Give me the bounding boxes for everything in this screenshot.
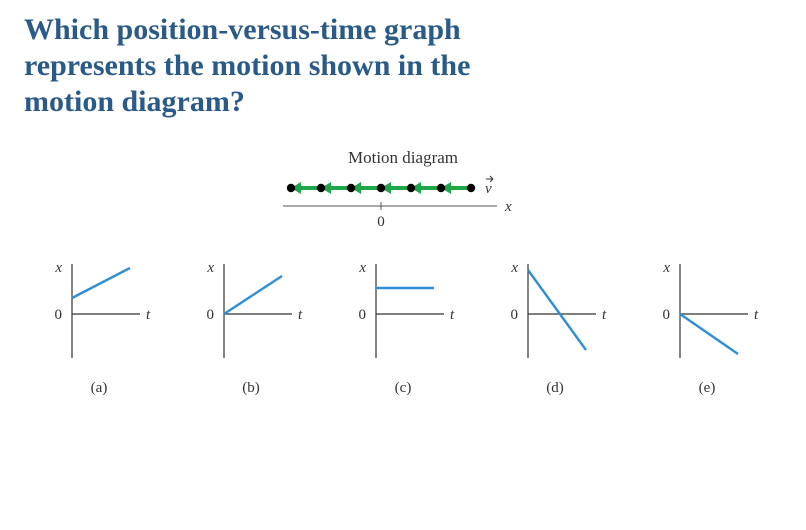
option-c-label: (c) xyxy=(348,380,458,397)
motion-diagram-svg: v 0 x xyxy=(273,174,533,234)
graph-b-svg: 0 x t xyxy=(196,254,306,374)
option-a-label: (a) xyxy=(44,380,154,397)
option-e: 0 x t (e) xyxy=(652,254,762,397)
svg-text:v: v xyxy=(485,181,492,197)
heading-line3: motion diagram? xyxy=(24,84,782,120)
option-b-label: (b) xyxy=(196,380,306,397)
option-a: 0 x t (a) xyxy=(44,254,154,397)
svg-text:x: x xyxy=(54,260,62,276)
svg-text:0: 0 xyxy=(207,307,215,323)
graph-a-svg: 0 x t xyxy=(44,254,154,374)
graph-d-svg: 0 x t xyxy=(500,254,610,374)
svg-text:0: 0 xyxy=(511,307,519,323)
option-c: 0 x t (c) xyxy=(348,254,458,397)
svg-text:0: 0 xyxy=(663,307,671,323)
graph-c-svg: 0 x t xyxy=(348,254,458,374)
svg-text:0: 0 xyxy=(55,307,63,323)
svg-text:x: x xyxy=(504,199,512,215)
svg-text:t: t xyxy=(450,307,455,323)
heading-line1: Which position-versus-time graph xyxy=(24,12,782,48)
svg-text:0: 0 xyxy=(377,214,385,230)
svg-text:x: x xyxy=(662,260,670,276)
svg-text:t: t xyxy=(754,307,759,323)
motion-diagram-svg-wrap: v 0 x xyxy=(24,174,782,234)
graph-e-svg: 0 x t xyxy=(652,254,762,374)
svg-text:x: x xyxy=(206,260,214,276)
option-b: 0 x t (b) xyxy=(196,254,306,397)
option-d-label: (d) xyxy=(500,380,610,397)
options-row: 0 x t (a) 0 x t (b) 0 x t (c) 0 x t (d) 0 x t (e) xyxy=(24,254,782,397)
svg-text:t: t xyxy=(298,307,303,323)
svg-text:x: x xyxy=(358,260,366,276)
motion-diagram-block: Motion diagram v 0 x xyxy=(24,148,782,234)
option-d: 0 x t (d) xyxy=(500,254,610,397)
heading-line2: represents the motion shown in the xyxy=(24,48,782,84)
question-heading: Which position-versus-time graph represe… xyxy=(24,12,782,120)
svg-text:x: x xyxy=(510,260,518,276)
svg-text:0: 0 xyxy=(359,307,367,323)
option-e-label: (e) xyxy=(652,380,762,397)
motion-diagram-label: Motion diagram xyxy=(273,148,533,168)
svg-text:t: t xyxy=(602,307,607,323)
svg-text:t: t xyxy=(146,307,151,323)
